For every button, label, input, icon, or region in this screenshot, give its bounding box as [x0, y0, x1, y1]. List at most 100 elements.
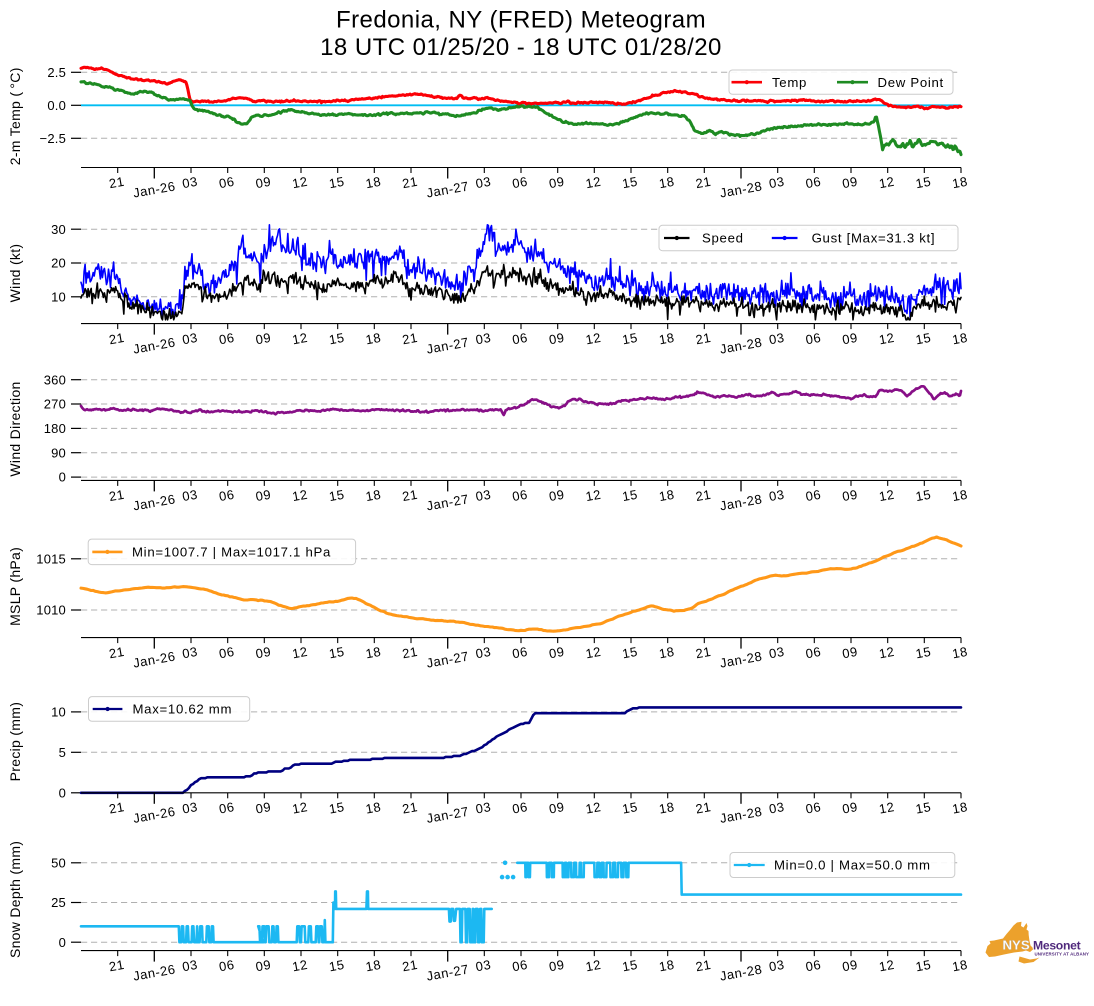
svg-text:12: 12: [291, 644, 309, 661]
svg-text:15: 15: [914, 799, 932, 816]
svg-text:Jan-27: Jan-27: [425, 804, 470, 826]
svg-text:15: 15: [914, 957, 932, 974]
svg-text:12: 12: [291, 957, 309, 974]
svg-text:Jan-27: Jan-27: [425, 335, 470, 357]
svg-text:09: 09: [548, 799, 566, 816]
svg-text:21: 21: [694, 487, 712, 504]
svg-text:12: 12: [291, 330, 309, 347]
svg-text:06: 06: [511, 174, 529, 191]
svg-text:50: 50: [51, 855, 66, 870]
svg-text:03: 03: [474, 487, 492, 504]
svg-text:03: 03: [181, 174, 199, 191]
svg-text:18: 18: [658, 487, 676, 504]
svg-text:06: 06: [218, 644, 236, 661]
svg-text:10: 10: [51, 289, 66, 304]
svg-text:15: 15: [328, 799, 346, 816]
svg-text:UNIVERSITY AT ALBANY: UNIVERSITY AT ALBANY: [1035, 952, 1090, 957]
svg-text:5: 5: [59, 745, 66, 760]
svg-text:09: 09: [548, 330, 566, 347]
svg-text:0.0: 0.0: [47, 98, 66, 113]
svg-text:Jan-27: Jan-27: [425, 962, 470, 984]
svg-text:Wind Direction: Wind Direction: [7, 381, 23, 476]
svg-text:MSLP (hPa): MSLP (hPa): [7, 547, 23, 626]
svg-text:09: 09: [841, 957, 859, 974]
svg-text:Jan-26: Jan-26: [132, 649, 177, 671]
svg-text:Jan-28: Jan-28: [719, 335, 764, 357]
svg-text:18: 18: [364, 799, 382, 816]
svg-text:12: 12: [878, 330, 896, 347]
svg-text:06: 06: [804, 644, 822, 661]
svg-text:03: 03: [474, 799, 492, 816]
svg-text:0: 0: [59, 785, 66, 800]
svg-text:09: 09: [841, 330, 859, 347]
svg-text:21: 21: [108, 487, 126, 504]
svg-text:Min=0.0 | Max=50.0 mm: Min=0.0 | Max=50.0 mm: [774, 858, 931, 873]
svg-text:09: 09: [254, 644, 272, 661]
svg-text:2-m Temp ( °C): 2-m Temp ( °C): [7, 67, 23, 165]
svg-text:18: 18: [658, 330, 676, 347]
svg-text:18: 18: [658, 174, 676, 191]
svg-text:12: 12: [584, 330, 602, 347]
svg-text:15: 15: [621, 487, 639, 504]
svg-text:18: 18: [364, 174, 382, 191]
svg-text:18: 18: [364, 330, 382, 347]
svg-text:12: 12: [878, 957, 896, 974]
svg-text:18: 18: [951, 487, 969, 504]
svg-text:Jan-28: Jan-28: [719, 649, 764, 671]
svg-text:12: 12: [878, 174, 896, 191]
svg-text:360: 360: [44, 372, 66, 387]
svg-text:18: 18: [658, 957, 676, 974]
svg-text:18: 18: [658, 799, 676, 816]
svg-text:06: 06: [511, 957, 529, 974]
svg-text:21: 21: [401, 644, 419, 661]
svg-text:Jan-26: Jan-26: [132, 962, 177, 984]
svg-text:21: 21: [401, 330, 419, 347]
svg-text:21: 21: [694, 174, 712, 191]
svg-text:09: 09: [254, 174, 272, 191]
svg-text:Snow Depth (mm): Snow Depth (mm): [7, 841, 23, 958]
svg-text:18 UTC 01/25/20 - 18 UTC 01/28: 18 UTC 01/25/20 - 18 UTC 01/28/20: [320, 34, 722, 61]
svg-text:12: 12: [878, 487, 896, 504]
svg-text:Dew Point: Dew Point: [878, 75, 944, 90]
svg-text:Temp: Temp: [772, 75, 807, 90]
svg-text:12: 12: [584, 799, 602, 816]
svg-text:15: 15: [621, 799, 639, 816]
svg-text:Jan-26: Jan-26: [132, 335, 177, 357]
svg-text:20: 20: [51, 256, 66, 271]
svg-text:Jan-27: Jan-27: [425, 491, 470, 513]
svg-text:09: 09: [548, 487, 566, 504]
svg-text:12: 12: [584, 644, 602, 661]
svg-text:21: 21: [401, 957, 419, 974]
svg-text:15: 15: [328, 644, 346, 661]
svg-text:03: 03: [474, 957, 492, 974]
svg-text:15: 15: [914, 644, 932, 661]
svg-text:18: 18: [364, 487, 382, 504]
svg-text:Jan-26: Jan-26: [132, 178, 177, 200]
svg-text:15: 15: [621, 957, 639, 974]
svg-text:03: 03: [181, 957, 199, 974]
svg-text:12: 12: [291, 799, 309, 816]
svg-text:180: 180: [44, 421, 66, 436]
svg-text:09: 09: [841, 799, 859, 816]
svg-text:18: 18: [951, 174, 969, 191]
svg-text:06: 06: [218, 330, 236, 347]
svg-text:03: 03: [768, 799, 786, 816]
svg-text:10: 10: [51, 705, 66, 720]
svg-text:06: 06: [804, 799, 822, 816]
svg-text:21: 21: [108, 957, 126, 974]
svg-text:Wind (kt): Wind (kt): [7, 244, 23, 303]
svg-text:21: 21: [694, 799, 712, 816]
svg-text:15: 15: [328, 174, 346, 191]
svg-text:15: 15: [621, 644, 639, 661]
svg-text:−2.5: −2.5: [40, 131, 66, 146]
svg-text:270: 270: [44, 397, 66, 412]
svg-text:15: 15: [328, 487, 346, 504]
svg-text:15: 15: [621, 330, 639, 347]
svg-text:03: 03: [181, 799, 199, 816]
svg-text:09: 09: [841, 487, 859, 504]
svg-text:15: 15: [328, 957, 346, 974]
svg-text:0: 0: [59, 470, 66, 485]
svg-text:25: 25: [51, 895, 66, 910]
svg-text:Jan-27: Jan-27: [425, 649, 470, 671]
svg-text:21: 21: [694, 957, 712, 974]
